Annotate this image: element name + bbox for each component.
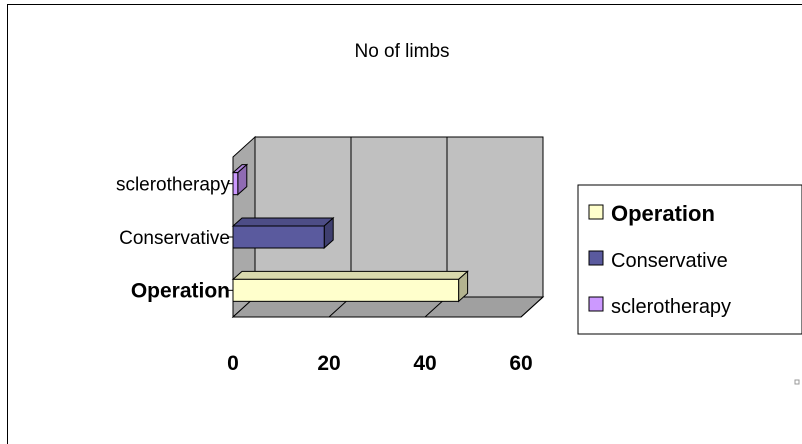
legend-label: Operation: [611, 201, 715, 226]
legend-swatch: [588, 296, 604, 312]
bar-conservative: [232, 225, 325, 249]
bar-sclerotherapy: [232, 172, 239, 196]
x-tick-label: 60: [509, 352, 532, 375]
legend-label: Conservative: [611, 250, 728, 272]
legend-swatch: [588, 250, 604, 266]
corner-handle: [794, 379, 800, 385]
bar-top: [231, 217, 335, 227]
y-category-label: sclerotherapy: [116, 175, 231, 196]
legend: Operation Conservative sclerotherapy: [577, 184, 802, 335]
x-tick-label: 40: [413, 352, 436, 375]
y-category-label: Conservative: [119, 228, 230, 249]
bar-top: [231, 270, 469, 280]
x-tick-label: 0: [227, 352, 239, 375]
chart-frame: [7, 4, 802, 444]
chart-title: No of limbs: [354, 41, 449, 62]
bar-operation: [232, 278, 460, 302]
gridline-floor: [520, 296, 544, 318]
y-category-label: Operation: [131, 279, 230, 302]
legend-swatch: [588, 204, 604, 220]
x-tick-label: 20: [317, 352, 340, 375]
plot-area: 0 20 40 60 Operation Conservative sclerotherap…: [116, 135, 545, 375]
legend-box: [577, 184, 802, 335]
legend-label: sclerotherapy: [611, 296, 731, 318]
